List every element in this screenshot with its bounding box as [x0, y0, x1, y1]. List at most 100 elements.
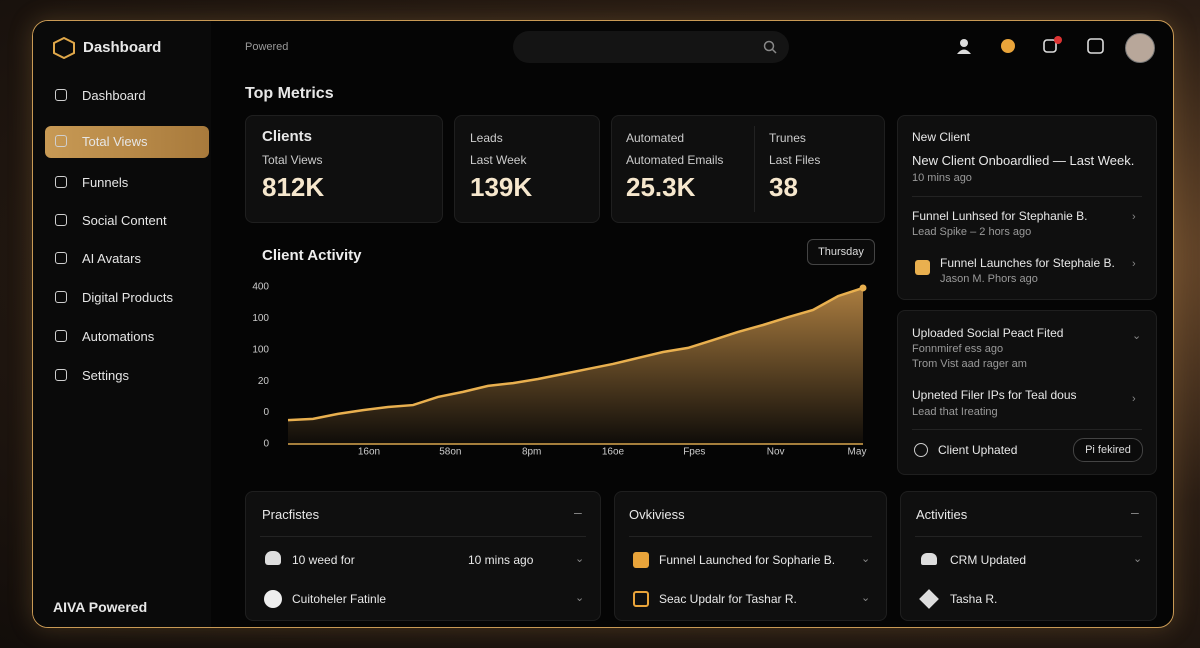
bell-icon[interactable]: [1042, 35, 1064, 55]
notifications-card: New Client New Client Onboardlied — Last…: [897, 115, 1157, 300]
panel-title: Activities: [916, 507, 968, 522]
chevron[interactable]: ⌄: [575, 553, 585, 565]
action-button[interactable]: Pi fekired: [1073, 438, 1143, 462]
metric-label: Last Files: [769, 153, 821, 167]
divider: [754, 126, 755, 212]
x-tick-label: Nov: [767, 447, 785, 458]
row-text: 10 weed for: [292, 553, 355, 567]
metric-card: Automated Automated Emails 25.3K Trunes …: [611, 115, 885, 223]
search-icon: [763, 40, 777, 54]
sidebar-footer: AIVA Powered: [53, 599, 148, 615]
chevron[interactable]: ⌄: [1132, 330, 1142, 342]
nav-icon: [55, 89, 67, 101]
chevron[interactable]: ⌄: [1133, 553, 1143, 565]
collapse[interactable]: –: [1131, 504, 1139, 520]
header-label: Powered: [245, 41, 289, 53]
collapse[interactable]: –: [574, 504, 582, 520]
updates-card: Uploaded Social Peact Fited Fonnmiref es…: [897, 310, 1157, 475]
separator: [260, 536, 586, 537]
nav-item[interactable]: Funnels: [45, 167, 209, 199]
y-tick-label: 100: [252, 313, 269, 324]
chart: Client Activity 0 0 20 100 100 400 16on 58on 8pm…: [252, 247, 867, 458]
filter-button[interactable]: Thursday: [807, 239, 875, 265]
chevron[interactable]: ⌄: [575, 592, 585, 604]
sidebar: Dashboard Dashboard Total Views Funnels …: [33, 21, 211, 627]
chart-icon[interactable]: [1087, 37, 1105, 55]
card-header: New Client: [912, 130, 971, 144]
section-title: Top Metrics: [245, 85, 334, 102]
row-icon: [265, 551, 281, 565]
nav-item[interactable]: Automations: [45, 321, 209, 353]
nav-label: Total Views: [82, 134, 148, 149]
nav-icon: [55, 291, 67, 303]
row-text: Tasha R.: [950, 592, 998, 606]
x-tick-label: Fpes: [683, 447, 705, 458]
nav-item[interactable]: Total Views: [45, 126, 209, 158]
chevron[interactable]: ›: [1132, 211, 1136, 223]
user-icon[interactable]: [955, 37, 973, 55]
clock-icon: [914, 443, 928, 457]
y-tick-label: 100: [252, 344, 269, 355]
item-title: Upneted Filer IPs for Teal dous: [912, 388, 1077, 402]
metric-title: Automated: [626, 131, 685, 145]
line: [287, 286, 864, 422]
nav-label: Dashboard: [82, 88, 146, 103]
item-sub: Lead Spike – 2 hors ago: [912, 226, 1032, 238]
row-icon: [633, 552, 649, 568]
search-bar[interactable]: [513, 31, 789, 63]
panel-title: Pracfistes: [262, 507, 320, 522]
metric-value: 139K: [470, 172, 533, 202]
chevron[interactable]: ›: [1132, 258, 1136, 270]
nav-label: Funnels: [82, 175, 129, 190]
chart-title: Client Activity: [262, 247, 362, 264]
nav-item[interactable]: AI Avatars: [45, 243, 209, 275]
gear-icon[interactable]: [999, 37, 1017, 55]
x-tick-label: 58on: [439, 447, 461, 458]
nav-label: Automations: [82, 329, 155, 344]
panel: Pracfistes – 10 weed for 10 mins ago ⌄ C…: [245, 491, 601, 621]
y-tick-label: 0: [263, 407, 269, 418]
row-text: Cuitoheler Fatinle: [292, 592, 387, 606]
row-icon: [633, 591, 649, 607]
row-icon: [264, 590, 282, 608]
item-sub: Trom Vist aad rager am: [912, 358, 1027, 370]
item-sub: Lead that Ireating: [912, 406, 998, 418]
panel: Activities – CRM Updated ⌄ Tasha R.: [900, 491, 1157, 621]
nav-item[interactable]: Digital Products: [45, 282, 209, 314]
item-title: Funnel Lunhsed for Stephanie B.: [912, 209, 1088, 223]
item-title: Uploaded Social Peact Fited: [912, 326, 1064, 340]
x-tick-label: 8pm: [522, 447, 541, 458]
brand: Dashboard: [83, 39, 162, 56]
nav-item[interactable]: Settings: [45, 360, 209, 392]
y-tick-label: 20: [258, 376, 270, 387]
metric-title: Clients: [262, 128, 313, 145]
chevron[interactable]: ⌄: [861, 553, 871, 565]
item-sub: 10 mins ago: [912, 172, 972, 184]
item-title: Funnel Launches for Stephaie B.: [940, 256, 1115, 270]
y-tick-label: 0: [263, 439, 269, 450]
x-tick-label: 16on: [358, 447, 380, 458]
row-text: Funnel Launched for Sopharie B.: [659, 553, 836, 567]
metric-card: Clients Total Views 812K: [245, 115, 443, 223]
separator: [629, 536, 872, 537]
nav-item[interactable]: Social Content: [45, 205, 209, 237]
metric-label: Last Week: [470, 153, 527, 167]
metric-value: 38: [769, 172, 798, 202]
nav-label: Social Content: [82, 213, 167, 228]
nav-icon: [55, 176, 67, 188]
chevron[interactable]: ⌄: [861, 592, 871, 604]
row-icon: [921, 553, 937, 565]
metric-label: Total Views: [262, 153, 323, 167]
nav-icon: [55, 214, 67, 226]
metric-label: Automated Emails: [626, 153, 724, 167]
footer-text: Client Uphated: [938, 443, 1018, 457]
chevron[interactable]: ›: [1132, 393, 1136, 405]
item-sub: Jason M. Phors ago: [940, 273, 1038, 285]
nav-item[interactable]: Dashboard: [45, 80, 209, 112]
y-tick-label: 400: [252, 282, 269, 293]
row-time: 10 mins ago: [468, 553, 534, 567]
area-fill: [288, 287, 863, 444]
nav-icon: [55, 252, 67, 264]
avatar[interactable]: [1125, 33, 1155, 63]
nav-icon: [55, 135, 67, 147]
